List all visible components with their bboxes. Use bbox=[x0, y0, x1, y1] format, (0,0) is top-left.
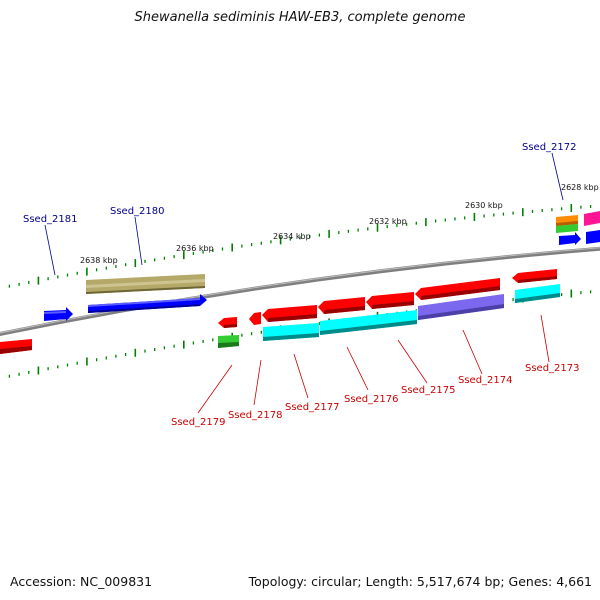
outer-tick-track bbox=[8, 204, 592, 288]
left-edge-red-feature[interactable] bbox=[0, 339, 32, 354]
scale-label: 2630 kbp bbox=[465, 201, 503, 210]
genome-summary-text: Topology: circular; Length: 5,517,674 bp… bbox=[248, 574, 592, 589]
gene-arrow-ssed-2174[interactable] bbox=[415, 278, 500, 300]
genome-backbone bbox=[0, 246, 600, 337]
scale-label: 2634 kbp bbox=[273, 232, 311, 241]
gene-arrow-ssed-2172[interactable] bbox=[559, 232, 581, 245]
gene-label-ssed-2180[interactable]: Ssed_2180 bbox=[110, 206, 165, 217]
scale-label: 2636 kbp bbox=[176, 244, 214, 253]
gene-label-ssed-2172[interactable]: Ssed_2172 bbox=[522, 142, 577, 153]
plus-leader-lines bbox=[44, 152, 564, 276]
minus-leader-lines bbox=[197, 314, 550, 414]
gene-arrow-ssed-2181[interactable] bbox=[44, 307, 73, 321]
cyan-feature-2176-2175[interactable] bbox=[320, 310, 417, 335]
gene-label-ssed-2175[interactable]: Ssed_2175 bbox=[401, 385, 456, 396]
map-title: Shewanella sediminis HAW-EB3, complete g… bbox=[134, 10, 466, 25]
gene-arrow-ssed-2177[interactable] bbox=[262, 305, 317, 322]
cyan-feature-2177[interactable] bbox=[263, 323, 319, 341]
purple-feature-2174[interactable] bbox=[418, 294, 504, 320]
gene-arrow-ssed-2175[interactable] bbox=[366, 292, 414, 309]
gene-label-ssed-2178[interactable]: Ssed_2178 bbox=[228, 410, 283, 421]
genome-backbone-highlight bbox=[0, 247, 600, 334]
cyan-feature-2173[interactable] bbox=[515, 284, 560, 303]
blue-feature-right-edge[interactable] bbox=[586, 230, 600, 244]
scale-label: 2638 kbp bbox=[80, 256, 118, 265]
olive-feature[interactable] bbox=[86, 274, 205, 294]
gene-label-ssed-2177[interactable]: Ssed_2177 bbox=[285, 402, 340, 413]
scale-label: 2628 kbp bbox=[561, 183, 599, 192]
gene-label-ssed-2174[interactable]: Ssed_2174 bbox=[458, 375, 513, 386]
gene-arrow-ssed-2173[interactable] bbox=[512, 269, 557, 283]
gene-arrow-ssed-2178[interactable] bbox=[249, 312, 261, 325]
accession-text: Accession: NC_009831 bbox=[10, 574, 153, 589]
green-feature-left[interactable] bbox=[218, 335, 239, 348]
gene-label-ssed-2181[interactable]: Ssed_2181 bbox=[23, 214, 78, 225]
magenta-feature[interactable] bbox=[584, 211, 600, 226]
gene-arrow-ssed-2180[interactable] bbox=[88, 294, 207, 313]
orange-feature[interactable] bbox=[556, 215, 578, 226]
gene-arrow-ssed-2179[interactable] bbox=[218, 317, 237, 328]
gene-label-ssed-2173[interactable]: Ssed_2173 bbox=[525, 363, 580, 374]
gene-label-ssed-2179[interactable]: Ssed_2179 bbox=[171, 417, 226, 428]
gene-arrow-ssed-2176[interactable] bbox=[318, 297, 365, 314]
green-feature-right[interactable] bbox=[556, 224, 578, 233]
gene-label-ssed-2176[interactable]: Ssed_2176 bbox=[344, 394, 399, 405]
scale-label: 2632 kbp bbox=[369, 217, 407, 226]
